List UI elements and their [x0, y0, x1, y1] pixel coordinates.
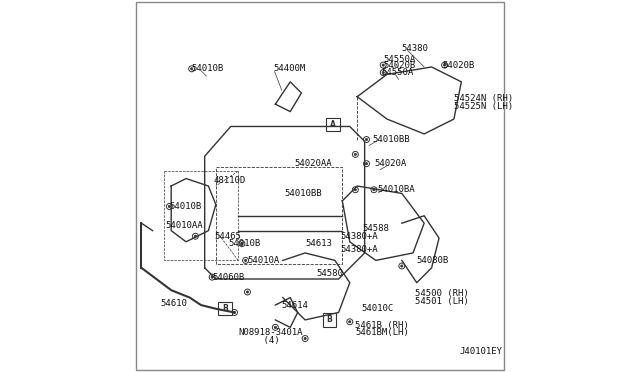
Circle shape — [354, 189, 356, 191]
Circle shape — [304, 337, 306, 340]
Text: 54010B: 54010B — [170, 202, 202, 211]
Text: 54610: 54610 — [160, 299, 187, 308]
Text: 5461BM(LH): 5461BM(LH) — [355, 328, 409, 337]
Text: 54010AA: 54010AA — [166, 221, 204, 230]
Circle shape — [365, 163, 367, 165]
Circle shape — [234, 311, 236, 314]
Circle shape — [354, 153, 356, 155]
Circle shape — [211, 276, 213, 278]
Text: 54380+A: 54380+A — [340, 245, 378, 254]
Text: 54614: 54614 — [281, 301, 308, 310]
Text: J40101EY: J40101EY — [460, 347, 502, 356]
Text: 54501 (LH): 54501 (LH) — [415, 297, 468, 306]
Text: 54010BB: 54010BB — [285, 189, 323, 198]
Circle shape — [275, 326, 276, 328]
Circle shape — [382, 64, 385, 66]
Circle shape — [246, 291, 248, 293]
Text: 5461B (RH): 5461B (RH) — [355, 321, 409, 330]
Text: 54010B: 54010B — [191, 64, 224, 73]
Text: 54524N (RH): 54524N (RH) — [454, 94, 513, 103]
Text: 54465: 54465 — [214, 232, 241, 241]
FancyBboxPatch shape — [326, 118, 340, 131]
Circle shape — [349, 321, 351, 323]
Circle shape — [191, 68, 193, 70]
Text: 54010B: 54010B — [229, 239, 261, 248]
Text: 54060B: 54060B — [212, 273, 244, 282]
Circle shape — [244, 259, 246, 262]
Text: 54020B: 54020B — [383, 61, 415, 70]
Circle shape — [332, 124, 334, 126]
FancyBboxPatch shape — [323, 313, 336, 327]
Text: 54020AA: 54020AA — [294, 159, 332, 168]
FancyBboxPatch shape — [218, 302, 232, 315]
Circle shape — [365, 138, 367, 141]
Text: 54010A: 54010A — [248, 256, 280, 265]
Circle shape — [373, 189, 375, 191]
Text: N08918-3401A: N08918-3401A — [238, 328, 303, 337]
Text: 48110D: 48110D — [214, 176, 246, 185]
Text: 54080B: 54080B — [417, 256, 449, 265]
Text: 54400M: 54400M — [273, 64, 306, 73]
Text: B: B — [326, 315, 332, 324]
Circle shape — [195, 235, 196, 237]
Text: 54010BB: 54010BB — [372, 135, 410, 144]
Text: 54020A: 54020A — [374, 159, 406, 168]
Circle shape — [401, 265, 403, 267]
Circle shape — [241, 243, 243, 245]
Text: 54010C: 54010C — [361, 304, 393, 313]
Text: 54550A: 54550A — [381, 68, 413, 77]
Text: 54525N (LH): 54525N (LH) — [454, 102, 513, 110]
Text: 54380: 54380 — [402, 44, 429, 53]
Circle shape — [444, 64, 445, 66]
Text: 54010BA: 54010BA — [378, 185, 415, 194]
Text: 54500 (RH): 54500 (RH) — [415, 289, 468, 298]
Text: 54580: 54580 — [316, 269, 343, 278]
Circle shape — [168, 205, 170, 208]
Text: A: A — [330, 120, 336, 129]
Text: 54588: 54588 — [363, 224, 390, 233]
Text: B: B — [222, 304, 228, 313]
Text: 54020B: 54020B — [443, 61, 475, 70]
Text: 54380+A: 54380+A — [340, 232, 378, 241]
Text: 54613: 54613 — [305, 239, 332, 248]
Text: 54550A: 54550A — [383, 55, 415, 64]
Text: (4): (4) — [242, 336, 280, 345]
Circle shape — [382, 71, 385, 74]
